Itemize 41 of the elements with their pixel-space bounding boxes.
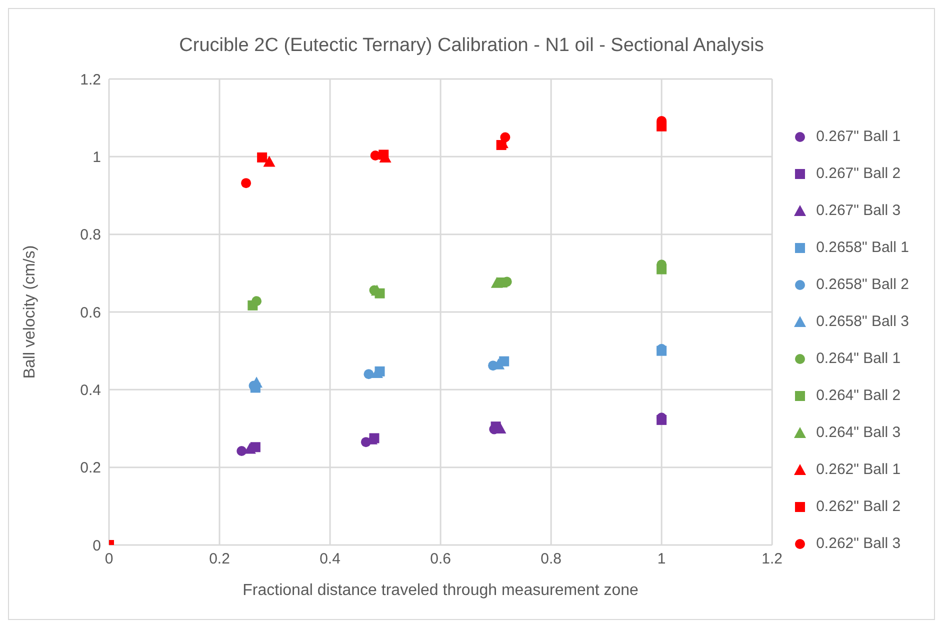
y-tick-label: 0.4 bbox=[80, 382, 101, 399]
y-tick-label: 0.2 bbox=[80, 460, 101, 477]
legend-label: 0.267" Ball 2 bbox=[816, 165, 901, 182]
x-tick-label: 0.2 bbox=[209, 550, 230, 568]
point bbox=[241, 178, 252, 188]
point bbox=[263, 156, 276, 167]
y-axis-title: Ball velocity (cm/s) bbox=[22, 245, 39, 379]
chart-title: Crucible 2C (Eutectic Ternary) Calibration - N1 oil - Sectional Analysis bbox=[178, 34, 765, 58]
legend-label: 0.262" Ball 3 bbox=[816, 535, 901, 552]
legend-label: 0.267" Ball 1 bbox=[816, 128, 901, 145]
y-tick-label: 0.6 bbox=[80, 304, 101, 322]
x-tick-label: 1 bbox=[657, 550, 666, 568]
point bbox=[257, 152, 268, 162]
x-tick-label: 1.2 bbox=[762, 550, 783, 568]
y-tick-label: 0 bbox=[92, 537, 101, 554]
legend-label: 0.262" Ball 1 bbox=[816, 461, 901, 478]
y-tick-label: 1 bbox=[92, 148, 101, 166]
legend-label: 0.264" Ball 1 bbox=[816, 350, 901, 367]
point bbox=[496, 140, 506, 150]
point bbox=[236, 446, 247, 456]
x-axis-title: Fractional distance traveled through measurement zone bbox=[242, 582, 639, 599]
y-tick-label: 1.2 bbox=[80, 71, 101, 88]
point bbox=[364, 369, 374, 380]
point bbox=[370, 150, 380, 160]
y-tick-label: 0.8 bbox=[80, 226, 101, 244]
x-tick-label: 0.4 bbox=[320, 550, 340, 568]
legend-label: 0.2658" Ball 1 bbox=[816, 239, 909, 256]
legend-label: 0.264" Ball 3 bbox=[816, 424, 901, 441]
point bbox=[500, 132, 510, 142]
x-tick-label: 0 bbox=[104, 550, 114, 568]
legend-label: 0.267" Ball 3 bbox=[816, 202, 901, 219]
legend-label: 0.2658" Ball 2 bbox=[816, 276, 909, 293]
point bbox=[248, 300, 258, 310]
legend-label: 0.264" Ball 2 bbox=[816, 387, 901, 404]
x-tick-label: 0.6 bbox=[430, 550, 451, 568]
legend-label: 0.262" Ball 2 bbox=[816, 498, 901, 515]
x-tick-label: 0.8 bbox=[540, 550, 562, 568]
point bbox=[656, 264, 667, 274]
point bbox=[378, 150, 389, 160]
point bbox=[490, 276, 503, 288]
legend-label: 0.2658" Ball 3 bbox=[816, 313, 909, 330]
